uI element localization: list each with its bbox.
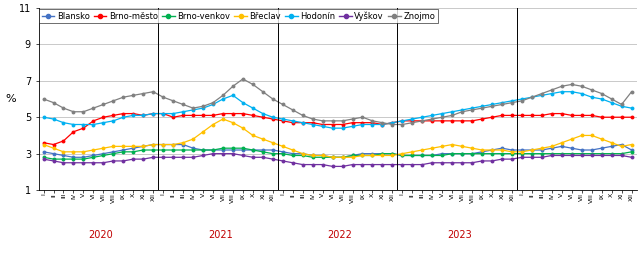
Břeclav — [140, 145, 147, 148]
Brno-venkov — [199, 148, 207, 152]
Blansko — [209, 148, 217, 152]
Hodonín — [558, 90, 566, 93]
Blansko — [428, 154, 436, 157]
Brno-venkov — [219, 147, 227, 150]
Vyškov — [628, 156, 635, 159]
Line: Brno-venkov: Brno-venkov — [42, 146, 633, 161]
Břeclav — [329, 156, 336, 159]
Line: Břeclav: Břeclav — [42, 117, 633, 159]
Hodonín — [40, 116, 48, 119]
Břeclav — [219, 117, 227, 121]
Brno-město — [249, 114, 257, 117]
Text: 2022: 2022 — [328, 230, 352, 240]
Blansko — [149, 143, 157, 146]
Vyškov — [249, 156, 257, 159]
Brno-město — [50, 143, 57, 146]
Brno-venkov — [628, 150, 635, 153]
Brno-město — [428, 119, 436, 122]
Znojmo — [628, 90, 635, 93]
Vyškov — [40, 158, 48, 161]
Znojmo — [239, 77, 247, 81]
Line: Znojmo: Znojmo — [42, 77, 633, 126]
Znojmo — [189, 106, 197, 110]
Blansko — [69, 156, 77, 159]
Brno-město — [40, 141, 48, 144]
Břeclav — [239, 126, 247, 130]
Y-axis label: %: % — [5, 94, 15, 104]
Brno-venkov — [50, 158, 57, 161]
Hodonín — [209, 103, 217, 106]
Brno-venkov — [229, 147, 237, 150]
Hodonín — [229, 94, 237, 97]
Břeclav — [628, 143, 635, 146]
Vyškov — [189, 156, 197, 159]
Brno-venkov — [40, 156, 48, 159]
Znojmo — [229, 85, 237, 88]
Brno-město — [259, 116, 267, 119]
Hodonín — [628, 106, 635, 110]
Vyškov — [428, 161, 436, 164]
Blansko — [259, 148, 267, 152]
Line: Vyškov: Vyškov — [42, 152, 633, 168]
Znojmo — [388, 123, 396, 126]
Vyškov — [329, 165, 336, 168]
Znojmo — [209, 101, 217, 104]
Text: 2023: 2023 — [448, 230, 472, 240]
Znojmo — [249, 83, 257, 86]
Text: 2020: 2020 — [89, 230, 113, 240]
Text: 2021: 2021 — [208, 230, 233, 240]
Hodonín — [189, 108, 197, 111]
Znojmo — [40, 97, 48, 101]
Hodonín — [419, 116, 426, 119]
Břeclav — [209, 123, 217, 126]
Brno-město — [229, 112, 237, 115]
Brno-venkov — [149, 148, 157, 152]
Hodonín — [329, 126, 336, 130]
Line: Hodonín: Hodonín — [42, 90, 633, 130]
Brno-venkov — [249, 148, 257, 152]
Brno-město — [120, 112, 127, 115]
Vyškov — [239, 154, 247, 157]
Vyškov — [140, 158, 147, 161]
Brno-venkov — [428, 154, 436, 157]
Legend: Blansko, Brno-město, Brno-venkov, Břeclav, Hodonín, Vyškov, Znojmo: Blansko, Brno-město, Brno-venkov, Břecla… — [39, 9, 437, 23]
Brno-město — [209, 114, 217, 117]
Hodonín — [140, 114, 147, 117]
Břeclav — [40, 143, 48, 146]
Line: Blansko: Blansko — [42, 143, 633, 159]
Blansko — [159, 143, 167, 146]
Line: Brno-město: Brno-město — [42, 112, 633, 147]
Brno-venkov — [259, 150, 267, 153]
Blansko — [249, 148, 257, 152]
Blansko — [628, 148, 635, 152]
Vyškov — [219, 152, 227, 155]
Znojmo — [428, 117, 436, 121]
Znojmo — [140, 92, 147, 95]
Brno-město — [628, 116, 635, 119]
Hodonín — [239, 101, 247, 104]
Břeclav — [249, 134, 257, 137]
Brno-město — [159, 112, 167, 115]
Blansko — [40, 150, 48, 153]
Blansko — [229, 148, 237, 152]
Vyškov — [209, 152, 217, 155]
Břeclav — [428, 147, 436, 150]
Břeclav — [189, 138, 197, 141]
